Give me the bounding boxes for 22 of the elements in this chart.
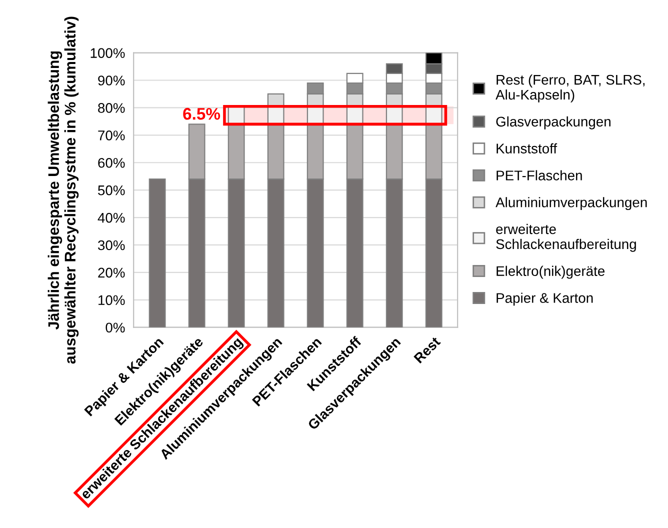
- bar: [148, 178, 166, 328]
- y-tick-label: 50%: [98, 185, 125, 196]
- y-tick-label: 10%: [98, 295, 125, 306]
- legend-label: erweiterte Schlackenaufbereitung: [496, 224, 636, 252]
- y-tick-label: 90%: [98, 76, 125, 86]
- legend-label: Kunststoff: [496, 143, 558, 154]
- band-label: 6.5%: [183, 108, 220, 120]
- y-tick-label: 100%: [90, 48, 125, 58]
- y-tick-label: 30%: [98, 240, 125, 250]
- y-tick-label: 0%: [106, 322, 125, 333]
- y-tick-label: 40%: [98, 212, 125, 223]
- legend-label: Rest (Ferro, BAT, SLRS, Alu-Kapseln): [496, 74, 645, 102]
- y-tick-label: 20%: [98, 268, 125, 278]
- legend-label: PET-Flaschen: [496, 170, 582, 180]
- legend-label: Papier & Karton: [496, 292, 593, 306]
- y-tick-label: 70%: [98, 130, 125, 140]
- legend-label: Elektro(nik)geräte: [496, 266, 605, 279]
- y-tick-label: 80%: [98, 103, 125, 113]
- y-tick-label: 60%: [98, 158, 125, 168]
- y-axis-title: Jährlich eingesparte Umweltbelastung ausgewählter Recyclingsystme in % (kumulativ): [48, 16, 79, 364]
- legend-label: Glasverpackungen: [496, 116, 610, 130]
- legend-label: Aluminiumverpackungen: [496, 197, 647, 210]
